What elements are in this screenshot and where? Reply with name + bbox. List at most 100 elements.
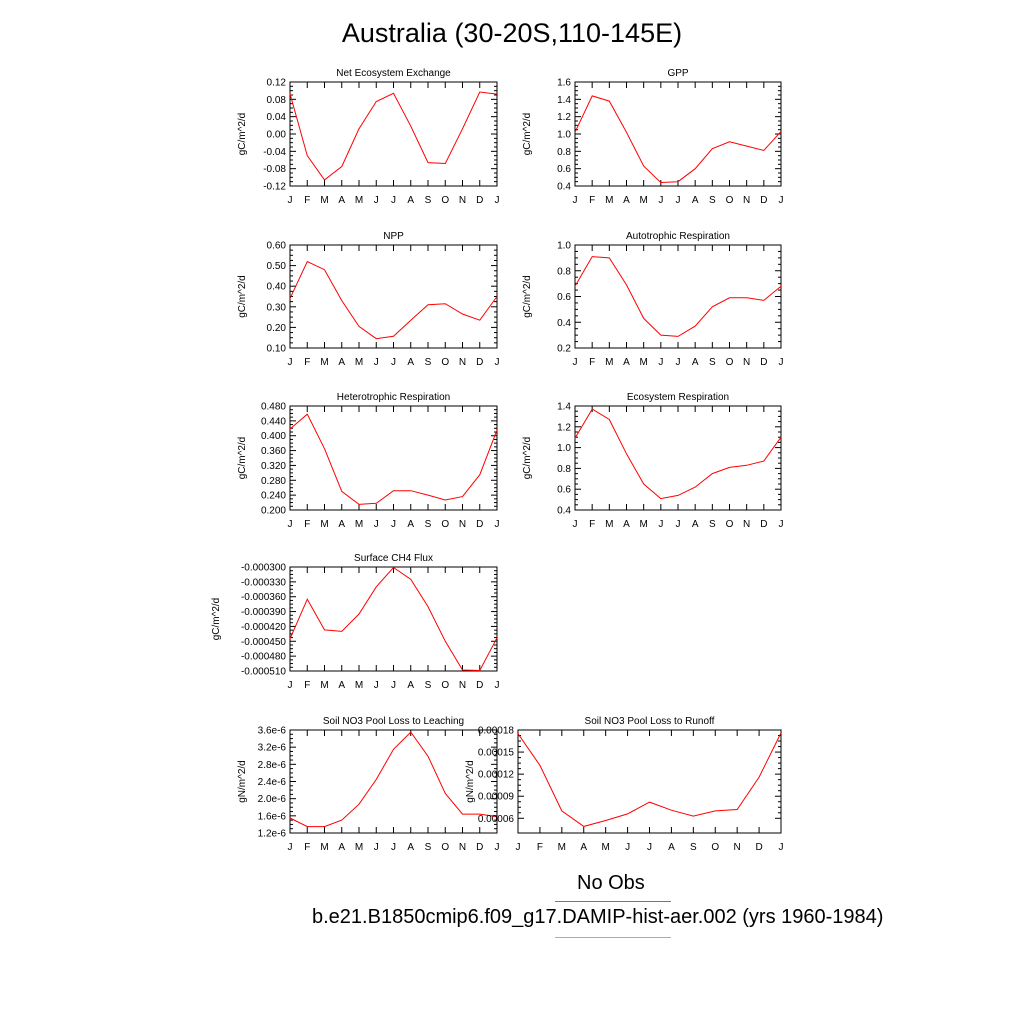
plot-frame	[289, 566, 498, 672]
x-tick-label: M	[639, 195, 647, 206]
x-tick-label: M	[605, 519, 613, 530]
x-tick-label: J	[647, 842, 652, 853]
y-tick-label: 0.8	[557, 464, 571, 475]
x-tick-label: J	[779, 519, 784, 530]
chart-panel: Soil NO3 Pool Loss to RunoffgN/m^2/d0.00…	[465, 716, 784, 853]
chart-title: Soil NO3 Pool Loss to Runoff	[585, 716, 715, 727]
x-tick-label: J	[495, 519, 500, 530]
x-tick-label: D	[755, 842, 762, 853]
y-axis-label: gN/m^2/d	[237, 760, 248, 803]
x-tick-label: N	[459, 519, 466, 530]
plot-frame	[517, 729, 782, 834]
y-axis-label: gC/m^2/d	[237, 275, 248, 318]
x-tick-label: D	[476, 842, 483, 853]
chart-panel: Surface CH4 Flux gC/m^2/d -0.000510 -0.0004…	[211, 553, 500, 691]
y-tick-label: 1.2	[557, 422, 571, 433]
x-tick-label: J	[658, 195, 663, 206]
plot-frame	[289, 244, 498, 349]
x-tick-label: N	[459, 680, 466, 691]
x-tick-label: J	[779, 357, 784, 368]
y-axis-label: gC/m^2/d	[237, 437, 248, 480]
y-tick-label: -0.000450	[241, 637, 286, 648]
y-tick-label: -0.000420	[241, 622, 286, 633]
x-tick-label: S	[425, 357, 432, 368]
x-tick-label: M	[355, 680, 363, 691]
x-tick-label: F	[304, 519, 310, 530]
x-tick-label: J	[374, 519, 379, 530]
x-tick-label: S	[690, 842, 697, 853]
x-tick-label: A	[338, 680, 345, 691]
y-tick-label: 1.2e-6	[258, 829, 287, 840]
series-line	[289, 260, 498, 340]
y-tick-label: 0.40	[267, 282, 287, 293]
x-tick-label: J	[391, 195, 396, 206]
x-tick-label: A	[623, 357, 630, 368]
x-tick-label: J	[288, 357, 293, 368]
chart-title: Soil NO3 Pool Loss to Leaching	[323, 716, 464, 727]
x-tick-label: N	[743, 195, 750, 206]
y-tick-label: 3.2e-6	[258, 743, 287, 754]
x-tick-label: A	[407, 519, 414, 530]
legend-label-model: b.e21.B1850cmip6.f09_g17.DAMIP-hist-aer.…	[312, 906, 884, 928]
chart-title: Ecosystem Respiration	[627, 392, 729, 403]
y-tick-label: -0.000510	[241, 667, 286, 678]
y-axis-label: gC/m^2/d	[522, 437, 533, 480]
x-tick-label: J	[288, 195, 293, 206]
x-tick-label: J	[676, 195, 681, 206]
y-tick-label: 0.4	[557, 506, 571, 517]
y-tick-label: 1.2	[557, 112, 571, 123]
x-tick-label: J	[495, 357, 500, 368]
y-tick-label: -0.000360	[241, 592, 286, 603]
y-tick-label: 1.0	[557, 241, 571, 252]
x-tick-label: J	[573, 357, 578, 368]
x-tick-label: M	[355, 842, 363, 853]
x-tick-label: O	[441, 195, 449, 206]
chart-panel: Soil NO3 Pool Loss to Leaching gN/m^2/d 1.…	[237, 716, 500, 853]
y-tick-label: -0.000390	[241, 607, 286, 618]
x-tick-label: A	[338, 357, 345, 368]
x-tick-label: M	[355, 519, 363, 530]
y-tick-label: 0.00015	[478, 748, 515, 759]
y-tick-label: 0.6	[557, 292, 571, 303]
x-tick-label: M	[605, 357, 613, 368]
x-tick-label: F	[304, 680, 310, 691]
x-tick-label: J	[374, 680, 379, 691]
y-tick-label: 0.320	[261, 461, 286, 472]
x-tick-label: F	[589, 195, 595, 206]
plot-frame	[289, 81, 498, 187]
x-tick-label: J	[676, 519, 681, 530]
x-tick-label: A	[692, 519, 699, 530]
y-tick-label: 1.4	[557, 402, 571, 413]
x-tick-label: A	[692, 357, 699, 368]
chart-panel: Autotrophic Respiration gC/m^2/d 0.2 0.4 0.6…	[522, 231, 784, 368]
x-tick-label: S	[425, 680, 432, 691]
y-tick-label: 0.8	[557, 147, 571, 158]
x-tick-label: M	[355, 195, 363, 206]
y-tick-label: 2.4e-6	[258, 777, 287, 788]
x-tick-label: M	[320, 195, 328, 206]
x-tick-label: O	[726, 195, 734, 206]
chart-title: Net Ecosystem Exchange	[336, 68, 451, 79]
y-tick-label: 0.00018	[478, 726, 515, 737]
x-tick-label: M	[320, 842, 328, 853]
y-tick-label: 2.8e-6	[258, 760, 287, 771]
y-tick-label: 0.480	[261, 402, 286, 413]
x-tick-label: F	[537, 842, 543, 853]
x-tick-label: A	[407, 680, 414, 691]
x-tick-label: S	[425, 195, 432, 206]
y-tick-label: 0.10	[267, 344, 287, 355]
x-tick-label: M	[601, 842, 609, 853]
legend-line-model	[555, 937, 671, 938]
y-tick-label: 0.00006	[478, 814, 515, 825]
series-line	[289, 566, 498, 672]
chart-title: GPP	[667, 68, 688, 79]
x-tick-label: F	[304, 357, 310, 368]
y-tick-label: 1.6e-6	[258, 811, 287, 822]
x-tick-label: M	[320, 680, 328, 691]
y-tick-label: 0.00	[267, 130, 287, 141]
x-tick-label: O	[711, 842, 719, 853]
y-tick-label: 0.30	[267, 302, 287, 313]
x-tick-label: J	[779, 842, 784, 853]
